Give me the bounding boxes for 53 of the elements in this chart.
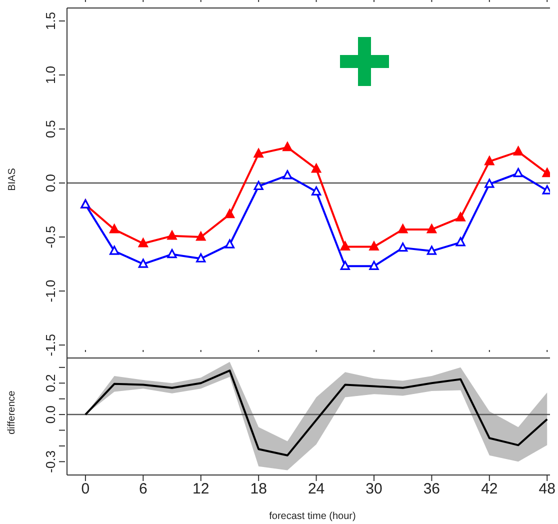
point — [254, 180, 264, 190]
point — [311, 164, 322, 173]
point — [138, 238, 148, 248]
point — [340, 260, 350, 270]
point — [196, 253, 206, 262]
line-series — [84, 370, 548, 456]
point — [426, 224, 437, 234]
x-tick-label: 36 — [423, 480, 440, 498]
point — [224, 209, 235, 218]
x-tick-label: 6 — [139, 480, 148, 498]
point — [513, 146, 524, 156]
y-tick-label: 1.0 — [43, 66, 58, 84]
point — [224, 239, 235, 248]
y-tick-label: -1.0 — [43, 280, 58, 302]
point — [369, 260, 379, 270]
point — [426, 246, 437, 255]
y-tick-label: 1.5 — [43, 12, 58, 30]
point — [282, 142, 292, 152]
x-axis-title: forecast time (hour) — [268, 511, 357, 522]
point — [484, 178, 494, 188]
point — [167, 230, 177, 240]
y-tick-label: 0.2 — [43, 374, 58, 392]
y-axis-title: BIAS — [6, 168, 18, 190]
y-tick-label: 0.0 — [43, 174, 58, 192]
y-tick-label: -0.5 — [43, 226, 58, 248]
point — [369, 241, 379, 251]
point — [398, 224, 408, 234]
x-tick-label: 30 — [366, 480, 382, 498]
point — [513, 168, 524, 178]
point — [110, 246, 120, 255]
x-tick-label: 42 — [481, 480, 498, 498]
point — [167, 248, 177, 258]
y-tick-label: 0.0 — [43, 406, 58, 424]
point — [398, 242, 408, 252]
y-tick-label: -1.5 — [43, 334, 58, 356]
point — [311, 186, 322, 196]
point — [456, 237, 466, 246]
point — [254, 148, 264, 158]
point — [138, 258, 148, 268]
x-tick-label: 0 — [81, 480, 90, 498]
x-tick-label: 48 — [538, 480, 556, 498]
point — [196, 232, 206, 241]
x-tick-label: 12 — [192, 480, 210, 498]
x-tick-label: 18 — [250, 480, 267, 498]
point — [456, 212, 466, 222]
point — [484, 156, 494, 166]
point — [340, 241, 350, 251]
point — [282, 170, 292, 180]
y-tick-label: 0.5 — [43, 120, 58, 138]
point — [110, 224, 120, 234]
y-axis-title: difference — [6, 390, 18, 434]
x-tick-label: 24 — [308, 480, 325, 498]
y-tick-label: -0.3 — [43, 450, 58, 473]
